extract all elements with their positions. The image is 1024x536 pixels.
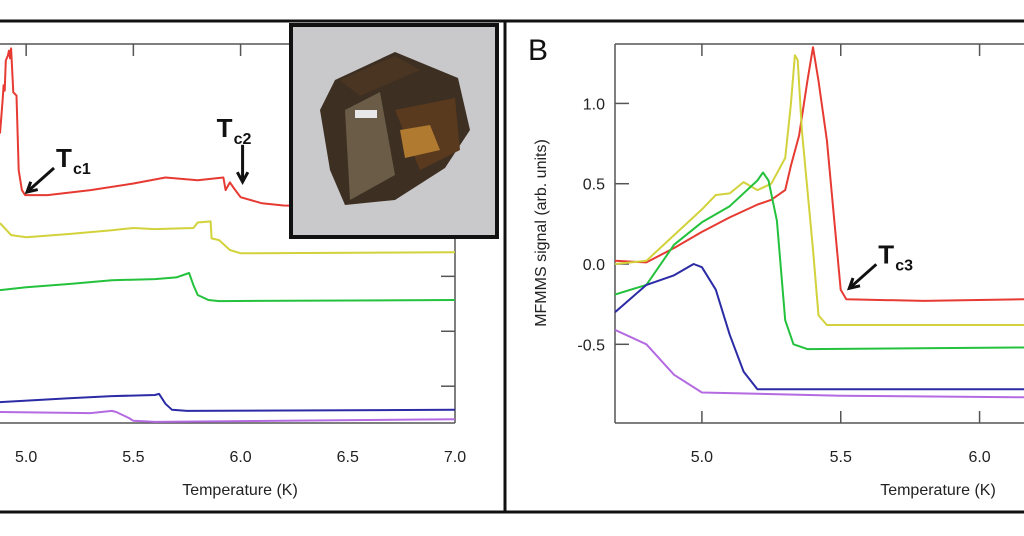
x-tick-label: 5.0 <box>691 449 713 466</box>
series-line-2 <box>0 272 455 303</box>
sample-photo-inset <box>289 23 499 239</box>
x-axis-title: Temperature (K) <box>182 482 298 499</box>
arrowhead-icon <box>24 181 39 195</box>
annotation-arrow <box>848 263 878 290</box>
series-line-3 <box>0 392 455 412</box>
annotation-label: T <box>56 143 72 173</box>
y-tick-label: 1.0 <box>583 96 605 113</box>
annotation-label: T <box>217 113 233 143</box>
series-line-3 <box>615 263 1024 391</box>
x-tick-label: 5.0 <box>15 449 37 466</box>
panel-label: B <box>528 34 548 67</box>
series-line-1 <box>615 54 1024 326</box>
x-axis-title: Temperature (K) <box>880 482 996 499</box>
annotation-subscript: c3 <box>895 257 913 274</box>
series-line-0 <box>615 46 1024 302</box>
series-line-2 <box>615 171 1024 351</box>
panel-b-chart: 5.0 5.5 6.0 1.0 0.5 0.0 -0.5 Temperature (K) MFM… <box>528 34 1024 499</box>
series-group <box>0 47 455 423</box>
annotation-subscript: c1 <box>73 161 91 178</box>
annotation-arrow <box>26 166 56 194</box>
x-tick-label: 5.5 <box>830 449 852 466</box>
y-tick-label: -0.5 <box>577 337 605 354</box>
x-tick-label: 6.5 <box>337 449 359 466</box>
series-line-0 <box>0 47 305 207</box>
arrowhead-icon <box>846 277 861 291</box>
x-tick-label: 7.0 <box>444 449 466 466</box>
x-tick-label: 6.0 <box>968 449 990 466</box>
arrowhead-icon <box>235 171 250 185</box>
y-axis-title: MFMMS signal (arb. units) <box>533 139 550 327</box>
x-tick-label: 5.5 <box>122 449 144 466</box>
series-line-4 <box>0 409 455 423</box>
annotation-subscript: c2 <box>234 131 252 148</box>
y-tick-label: 0.5 <box>583 177 605 194</box>
y-tick-label: 0.0 <box>583 257 605 274</box>
series-line-4 <box>615 328 1024 399</box>
annotation-label: T <box>878 239 894 269</box>
series-group <box>615 46 1024 399</box>
figure-frame <box>0 19 1024 514</box>
x-tick-label: 6.0 <box>229 449 251 466</box>
series-line-1 <box>0 220 455 255</box>
